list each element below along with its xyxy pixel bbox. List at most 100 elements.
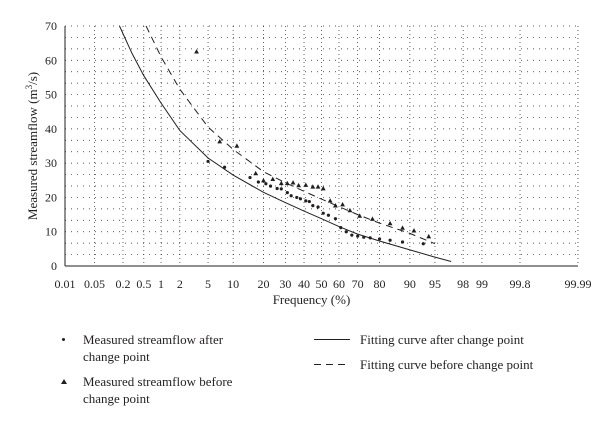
point-before-change (310, 184, 316, 189)
point-after-change (206, 159, 210, 164)
x-tick-label: 98 (457, 277, 469, 291)
legend-item-after-points: Measured streamflow after change point (58, 331, 288, 365)
x-tick-label: 95 (429, 277, 441, 291)
dot-marker-icon (58, 331, 94, 348)
y-tick-label: 50 (45, 88, 57, 102)
point-before-change (296, 182, 302, 188)
x-tick-label: 60 (333, 277, 345, 291)
y-tick-label: 60 (45, 53, 57, 67)
x-tick-label: 0.01 (55, 277, 76, 291)
point-after-change (304, 199, 308, 203)
data-points (194, 49, 432, 246)
point-after-change (321, 211, 325, 215)
legend-item-before-points: Measured streamflow before change point (58, 373, 288, 407)
point-after-change (285, 191, 289, 195)
x-tick-label: 0.5 (136, 277, 151, 291)
x-tick-label: 90 (404, 277, 416, 291)
x-tick-label: 40 (298, 277, 310, 291)
x-tick-label: 80 (374, 277, 386, 291)
point-before-change (347, 207, 353, 213)
x-tick-label: 5 (205, 277, 211, 291)
point-after-change (248, 175, 252, 180)
point-before-change (290, 180, 296, 185)
legend-label: Measured streamflow after change point (83, 332, 224, 364)
point-after-change (388, 238, 392, 242)
y-tick-label: 70 (45, 19, 57, 33)
point-before-change (315, 184, 321, 189)
legend-item-after-curve: Fitting curve after change point (314, 331, 584, 348)
point-after-change (279, 187, 283, 191)
point-before-change (303, 182, 309, 187)
point-before-change (333, 203, 338, 208)
point-after-change (421, 242, 425, 246)
point-after-change (256, 180, 260, 184)
point-after-change (326, 213, 331, 217)
point-after-change (356, 234, 360, 238)
point-after-change (339, 226, 343, 230)
point-after-change (400, 240, 405, 244)
point-after-change (289, 194, 293, 198)
y-tick-label: 10 (45, 225, 57, 239)
point-before-change (284, 180, 290, 186)
x-tick-label: 99 (476, 277, 488, 291)
dashed-line-icon (314, 356, 360, 373)
point-before-change (217, 138, 223, 144)
x-tick-label: 99.99 (565, 277, 592, 291)
y-tick-label: 30 (45, 156, 57, 170)
triangle-marker-icon (58, 373, 94, 390)
point-before-change (400, 225, 405, 230)
y-tick-label: 0 (51, 259, 57, 273)
solid-line-icon (314, 331, 360, 348)
point-before-change (278, 180, 284, 186)
point-before-change (270, 176, 276, 182)
point-after-change (298, 197, 303, 201)
point-before-change (426, 233, 432, 239)
point-before-change (327, 198, 333, 203)
x-tick-label: 1 (158, 277, 164, 291)
axis-labels: 0 10 20 30 40 50 60 70 0.01 0.05 0.2 0.5 1 2 5 10 20 30 40… (24, 19, 592, 307)
x-tick-label: 0.2 (115, 277, 130, 291)
point-after-change (368, 236, 372, 240)
x-axis-title: Frequency (%) (273, 292, 351, 307)
point-after-change (264, 182, 268, 186)
x-tick-label: 50 (316, 277, 328, 291)
point-after-change (295, 195, 299, 200)
point-before-change (340, 202, 345, 207)
y-tick-label: 20 (45, 190, 57, 204)
fitting-curves (119, 25, 452, 262)
x-tick-label: 2 (177, 277, 183, 291)
point-after-change (268, 184, 273, 188)
point-before-change (194, 49, 199, 54)
point-after-change (362, 235, 366, 239)
point-after-change (307, 199, 311, 204)
point-before-change (253, 170, 259, 176)
x-tick-label: 99.8 (510, 277, 531, 291)
x-tick-label: 10 (227, 277, 239, 291)
fitting-curve-after (119, 25, 452, 262)
point-after-change (377, 237, 382, 241)
point-before-change (357, 213, 363, 218)
point-before-change (320, 185, 326, 191)
x-tick-label: 30 (279, 277, 291, 291)
y-axis-title: Measured streamflow (m3/s) (24, 72, 40, 220)
grid (64, 25, 579, 267)
point-before-change (387, 220, 393, 226)
point-before-change (261, 178, 266, 183)
point-before-change (370, 216, 375, 221)
legend-label: Measured streamflow before change point (83, 374, 233, 406)
point-after-change (316, 205, 320, 209)
legend-label: Fitting curve after change point (360, 332, 524, 347)
point-after-change (275, 186, 279, 191)
point-before-change (234, 143, 240, 148)
point-after-change (344, 230, 348, 234)
x-tick-label: 0.05 (84, 277, 105, 291)
point-before-change (411, 228, 417, 233)
point-after-change (350, 233, 354, 237)
point-after-change (311, 204, 315, 208)
legend-item-before-curve: Fitting curve before change point (314, 356, 584, 373)
legend-label: Fitting curve before change point (360, 357, 534, 372)
x-tick-label: 20 (257, 277, 269, 291)
axes (64, 26, 578, 267)
y-tick-label: 40 (45, 122, 57, 136)
